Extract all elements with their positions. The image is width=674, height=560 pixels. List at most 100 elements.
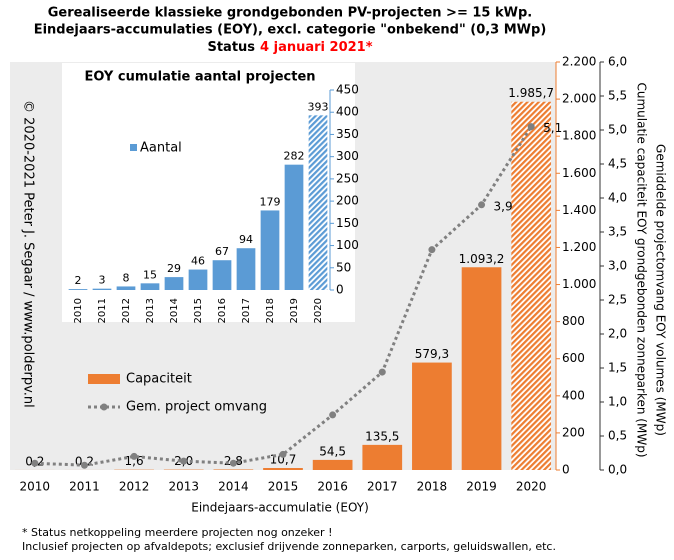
- footnote: Inclusief projecten op afvaldepots; excl…: [22, 540, 556, 553]
- legend-swatch: [130, 144, 137, 151]
- x-tick-label: 2020: [516, 480, 547, 494]
- y-tick-label: 250: [336, 171, 359, 185]
- y2-tick-label: 2,0: [608, 327, 627, 341]
- bar: [68, 289, 88, 290]
- bar-value-label: 8: [123, 271, 130, 284]
- x-tick-label: 2015: [193, 298, 204, 323]
- line-marker: [478, 201, 486, 209]
- x-tick-label: 2019: [466, 480, 497, 494]
- bar: [461, 267, 502, 470]
- y-tick-label: 0: [336, 283, 344, 297]
- bar-value-label: 282: [284, 150, 305, 163]
- y-tick-label: 300: [336, 149, 359, 163]
- y-tick-label: 50: [336, 260, 351, 274]
- bar: [164, 277, 184, 290]
- x-tick-label: 2011: [69, 480, 100, 494]
- y-tick-label: 2.000: [562, 92, 596, 106]
- x-tick-label: 2018: [417, 480, 448, 494]
- line-value-label: 3,9: [494, 199, 513, 213]
- chart-status: Status 4 januari 2021*: [207, 40, 372, 55]
- x-tick-label: 2017: [241, 298, 252, 323]
- line-marker: [428, 246, 436, 254]
- chart-title: Gerealiseerde klassieke grondgebonden PV…: [48, 6, 532, 21]
- bar-value-label: 1.985,7: [508, 86, 554, 100]
- y2-tick-label: 5,5: [608, 89, 627, 103]
- bar: [188, 269, 208, 290]
- x-tick-label: 2013: [168, 480, 199, 494]
- y-tick-label: 400: [562, 388, 585, 402]
- y2-tick-label: 5,0: [608, 123, 627, 137]
- bar-value-label: 579,3: [415, 347, 449, 361]
- footnote: * Status netkoppeling meerdere projecten…: [22, 526, 333, 539]
- bar-value-label: 179: [260, 195, 281, 208]
- x-tick-label: 2012: [121, 298, 132, 323]
- bar-value-label: 94: [239, 233, 253, 246]
- x-tick-label: 2014: [218, 480, 249, 494]
- bar: [140, 283, 160, 290]
- line-marker: [130, 452, 138, 460]
- x-tick-label: 2017: [367, 480, 398, 494]
- y-tick-label: 1.600: [562, 166, 596, 180]
- bar-value-label: 15: [143, 268, 157, 281]
- y-tick-label: 600: [562, 351, 585, 365]
- y2-axis-label: Gemiddelde projectomvang EOY volumes (MW…: [654, 144, 668, 436]
- chart-title: Eindejaars-accumulaties (EOY), excl. cat…: [34, 23, 547, 38]
- bar: [308, 115, 328, 290]
- legend-marker: [100, 403, 108, 411]
- y2-tick-label: 3,0: [608, 259, 627, 273]
- bar: [213, 469, 254, 470]
- status-text: Status: [207, 40, 255, 55]
- y-tick-label: 1.400: [562, 203, 596, 217]
- y2-tick-label: 1,0: [608, 395, 627, 409]
- bar: [260, 210, 280, 290]
- bar: [284, 164, 304, 290]
- x-tick-label: 2011: [97, 298, 108, 323]
- x-tick-label: 2010: [20, 480, 51, 494]
- legend-swatch: [88, 374, 120, 384]
- bar-value-label: 393: [308, 100, 329, 113]
- line-marker: [378, 368, 386, 376]
- y2-tick-label: 1,5: [608, 361, 627, 375]
- y-tick-label: 100: [336, 238, 359, 252]
- legend-label: Gem. project omvang: [126, 400, 267, 415]
- line-marker: [279, 450, 287, 458]
- y-axis-label: Cumulatie capaciteit EOY grondgebonden z…: [635, 82, 649, 457]
- y2-tick-label: 4,0: [608, 191, 627, 205]
- bar-value-label: 1.093,2: [459, 252, 505, 266]
- legend-label: Aantal: [140, 141, 182, 156]
- y-tick-label: 450: [336, 83, 359, 97]
- line-marker: [31, 459, 39, 467]
- bar-value-label: 29: [167, 262, 181, 275]
- x-tick-label: 2013: [145, 298, 156, 323]
- y2-tick-label: 2,5: [608, 293, 627, 307]
- bar: [212, 260, 232, 290]
- bar: [92, 288, 112, 290]
- bar: [116, 286, 136, 290]
- inset-title: EOY cumulatie aantal projecten: [84, 70, 315, 85]
- status-date: 4 januari 2021*: [260, 40, 373, 55]
- x-tick-label: 2010: [73, 298, 84, 323]
- bar: [312, 459, 353, 470]
- bar-value-label: 10,7: [270, 453, 297, 467]
- bar: [362, 444, 403, 470]
- y-tick-label: 200: [336, 194, 359, 208]
- line-value-label: 5,1: [543, 121, 562, 135]
- y-tick-label: 150: [336, 216, 359, 230]
- y-tick-label: 1.000: [562, 277, 596, 291]
- x-tick-label: 2014: [169, 298, 180, 323]
- line-marker: [329, 411, 337, 419]
- legend-label: Capaciteit: [126, 372, 192, 387]
- line-marker: [229, 459, 237, 467]
- bar-value-label: 2: [75, 274, 82, 287]
- line-marker: [527, 123, 535, 131]
- y-tick-label: 2.200: [562, 55, 596, 69]
- y-tick-label: 800: [562, 314, 585, 328]
- y-tick-label: 350: [336, 127, 359, 141]
- bar-value-label: 67: [215, 245, 229, 258]
- bar: [263, 468, 303, 470]
- y-tick-label: 200: [562, 425, 585, 439]
- y-tick-label: 1.800: [562, 129, 596, 143]
- x-tick-label: 2016: [317, 480, 348, 494]
- y-tick-label: 0: [562, 463, 570, 477]
